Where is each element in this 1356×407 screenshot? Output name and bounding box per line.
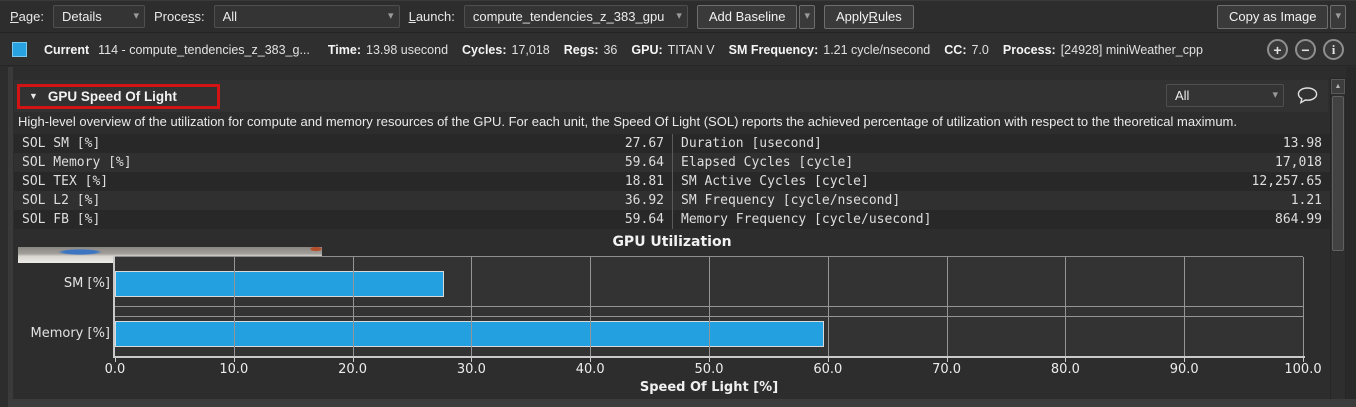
zoom-out-icon[interactable]: − — [1295, 39, 1316, 60]
x-tick-label: 40.0 — [575, 362, 605, 377]
chart-title: GPU Utilization — [612, 234, 732, 250]
table-row: SOL SM [%] 27.67 — [14, 134, 672, 153]
gridline — [471, 257, 473, 356]
table-row: SM Frequency [cycle/nsecond] 1.21 — [673, 191, 1330, 210]
category-label-sm: SM [%] — [63, 276, 110, 291]
x-tick-label: 50.0 — [694, 362, 724, 377]
table-row: Memory Frequency [cycle/usecond] 864.99 — [673, 210, 1330, 229]
section-title: GPU Speed Of Light — [47, 88, 177, 104]
table-row: SOL Memory [%] 59.64 — [14, 153, 672, 172]
process-dropdown[interactable]: All ▾ — [213, 5, 400, 28]
gridline — [590, 257, 592, 356]
table-row: SOL TEX [%] 18.81 — [14, 172, 672, 191]
gridline — [233, 257, 235, 356]
chevron-down-icon: ▾ — [804, 10, 811, 22]
scrollbar-thumb[interactable] — [1332, 96, 1344, 251]
add-baseline-button[interactable]: Add Baseline — [696, 4, 798, 29]
x-tick-marks — [115, 358, 1304, 363]
horizontal-scrollbar-track[interactable] — [8, 399, 1356, 407]
x-tick-labels: 0.0 10.0 20.0 30.0 40.0 50.0 60.0 70.0 80.0 90.0 1… — [105, 362, 1322, 378]
table-row: SOL L2 [%] 36.92 — [14, 191, 672, 210]
collapse-arrow-icon[interactable]: ▼ — [29, 91, 38, 101]
x-tick-label: 10.0 — [219, 362, 249, 377]
y-axis-line — [113, 256, 115, 358]
chevron-down-icon: ▾ — [1335, 10, 1341, 22]
kernel-name: 114 - compute_tendencies_z_383_g... — [98, 42, 310, 57]
baseline-color-swatch — [12, 42, 27, 57]
table-row: Elapsed Cycles [cycle] 17,018 — [673, 153, 1330, 172]
copy-as-image-button[interactable]: Copy as Image — [1217, 4, 1329, 29]
bar-memory — [115, 321, 824, 347]
x-axis-label: Speed Of Light [%] — [639, 380, 779, 395]
x-tick-label: 60.0 — [813, 362, 843, 377]
metric-regs: Regs: 36 — [563, 42, 618, 57]
gridline — [1065, 257, 1067, 356]
x-tick-label: 30.0 — [456, 362, 486, 377]
metric-gpu: GPU: TITAN V — [631, 42, 715, 57]
gridline — [1303, 257, 1304, 356]
sol-table-right-column: Duration [usecond] 13.98 Elapsed Cycles [… — [672, 134, 1330, 229]
launch-label: Launch: — [408, 9, 455, 24]
add-baseline-menu-button[interactable]: ▾ — [799, 4, 816, 29]
scroll-up-icon[interactable]: ▲ — [1331, 79, 1345, 94]
launch-dropdown[interactable]: compute_tendencies_z_383_gpu ▾ — [463, 5, 688, 28]
gridline — [946, 257, 948, 356]
chevron-down-icon: ▾ — [1272, 89, 1278, 101]
table-row: SOL FB [%] 59.64 — [14, 210, 672, 229]
info-icon[interactable]: i — [1323, 39, 1344, 60]
x-tick-label: 80.0 — [1050, 362, 1080, 377]
sol-metrics-table: SOL SM [%] 27.67 SOL Memory [%] 59.64 SOL … — [14, 134, 1330, 229]
process-label: Process: — [153, 9, 205, 24]
process-dropdown-value: All — [222, 9, 238, 24]
chevron-down-icon: ▾ — [388, 10, 394, 22]
page-dropdown-value: Details — [61, 9, 102, 24]
page-label: Page: — [10, 9, 44, 24]
toolbar: Page: Details ▾ Process: All ▾ Launch: c… — [0, 0, 1356, 33]
table-row: Duration [usecond] 13.98 — [673, 134, 1330, 153]
category-label-memory: Memory [%] — [30, 326, 111, 341]
sol-table-left-column: SOL SM [%] 27.67 SOL Memory [%] 59.64 SOL … — [14, 134, 672, 229]
bar-sm — [115, 271, 444, 297]
metric-sm-frequency: SM Frequency: 1.21 cycle/nsecond — [728, 42, 931, 57]
chevron-down-icon: ▾ — [133, 10, 139, 22]
current-kernel-row: Current 114 - compute_tendencies_z_383_g… — [0, 34, 1356, 66]
metric-time: Time: 13.98 usecond — [327, 42, 449, 57]
gridline — [709, 257, 710, 356]
metric-process: Process: [24928] miniWeather_cpp — [1002, 42, 1203, 57]
page-dropdown[interactable]: Details ▾ — [52, 5, 145, 28]
x-tick-label: 100.0 — [1284, 362, 1322, 377]
section-header-gpu-sol[interactable]: ▼ GPU Speed Of Light All ▾ — [14, 80, 1328, 112]
gridline — [352, 257, 354, 356]
vertical-scrollbar[interactable]: ▲ — [1330, 78, 1346, 407]
panel-splitter[interactable] — [8, 67, 13, 407]
x-tick-label: 0.0 — [104, 362, 126, 377]
table-row: SM Active Cycles [cycle] 12,257.65 — [673, 172, 1330, 191]
x-tick-label: 70.0 — [932, 362, 962, 377]
gridline — [1184, 257, 1186, 356]
x-tick-label: 90.0 — [1169, 362, 1199, 377]
chart-plot — [115, 256, 1304, 356]
right-margin — [1346, 67, 1356, 407]
metric-cc: CC: 7.0 — [944, 42, 989, 57]
red-highlight-box — [17, 84, 220, 109]
copy-as-image-menu-button[interactable]: ▾ — [1330, 4, 1346, 29]
x-tick-label: 20.0 — [338, 362, 368, 377]
x-axis-line — [113, 356, 1305, 358]
zoom-in-icon[interactable]: + — [1267, 39, 1288, 60]
launch-dropdown-value: compute_tendencies_z_383_gpu — [472, 9, 665, 24]
comment-bubble-icon[interactable] — [1297, 87, 1318, 107]
section-filter-dropdown[interactable]: All ▾ — [1166, 84, 1284, 107]
chevron-down-icon: ▾ — [676, 10, 682, 22]
metric-cycles: Cycles: 17,018 — [462, 42, 550, 57]
section-filter-value: All — [1175, 88, 1190, 103]
section-description: High-level overview of the utilization f… — [18, 114, 1237, 129]
gridline — [827, 257, 829, 356]
section-toggle[interactable]: ▼ GPU Speed Of Light — [14, 89, 177, 104]
current-label: Current — [44, 42, 90, 57]
